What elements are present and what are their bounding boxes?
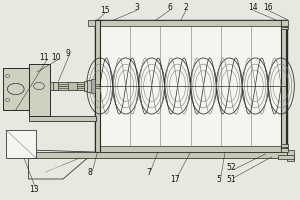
Bar (28, 116, 96, 121)
Text: 14: 14 (249, 3, 258, 12)
Bar (278, 155, 294, 159)
Bar (87, 80, 94, 92)
Bar (94, 146, 286, 152)
Bar (281, 148, 288, 152)
Text: 17: 17 (170, 174, 179, 184)
Text: 52: 52 (227, 163, 236, 172)
Bar (94, 20, 286, 26)
Bar (3, 68, 29, 110)
Bar (281, 20, 286, 152)
Text: 2: 2 (184, 3, 188, 12)
Text: 7: 7 (146, 168, 151, 177)
Bar (286, 150, 294, 161)
Bar (281, 20, 288, 26)
Text: 51: 51 (227, 175, 236, 184)
Bar (94, 20, 100, 152)
Bar (52, 82, 58, 90)
Bar (6, 130, 36, 158)
Bar (91, 79, 94, 93)
Text: 16: 16 (264, 3, 273, 12)
Bar (68, 82, 76, 90)
Text: 13: 13 (29, 184, 38, 194)
Bar (28, 64, 50, 116)
Text: 11: 11 (40, 53, 49, 62)
Bar (50, 82, 94, 90)
Bar (281, 27, 288, 29)
Text: 6: 6 (167, 3, 172, 12)
Bar (84, 81, 91, 91)
Bar (281, 144, 288, 147)
Text: 10: 10 (52, 53, 61, 62)
Text: 5: 5 (216, 174, 221, 184)
Text: 8: 8 (88, 168, 92, 177)
Bar (28, 152, 286, 158)
Text: 3: 3 (134, 3, 139, 12)
Bar (88, 20, 94, 26)
Text: 15: 15 (100, 6, 110, 15)
Bar (94, 20, 286, 152)
Text: 9: 9 (65, 48, 70, 58)
